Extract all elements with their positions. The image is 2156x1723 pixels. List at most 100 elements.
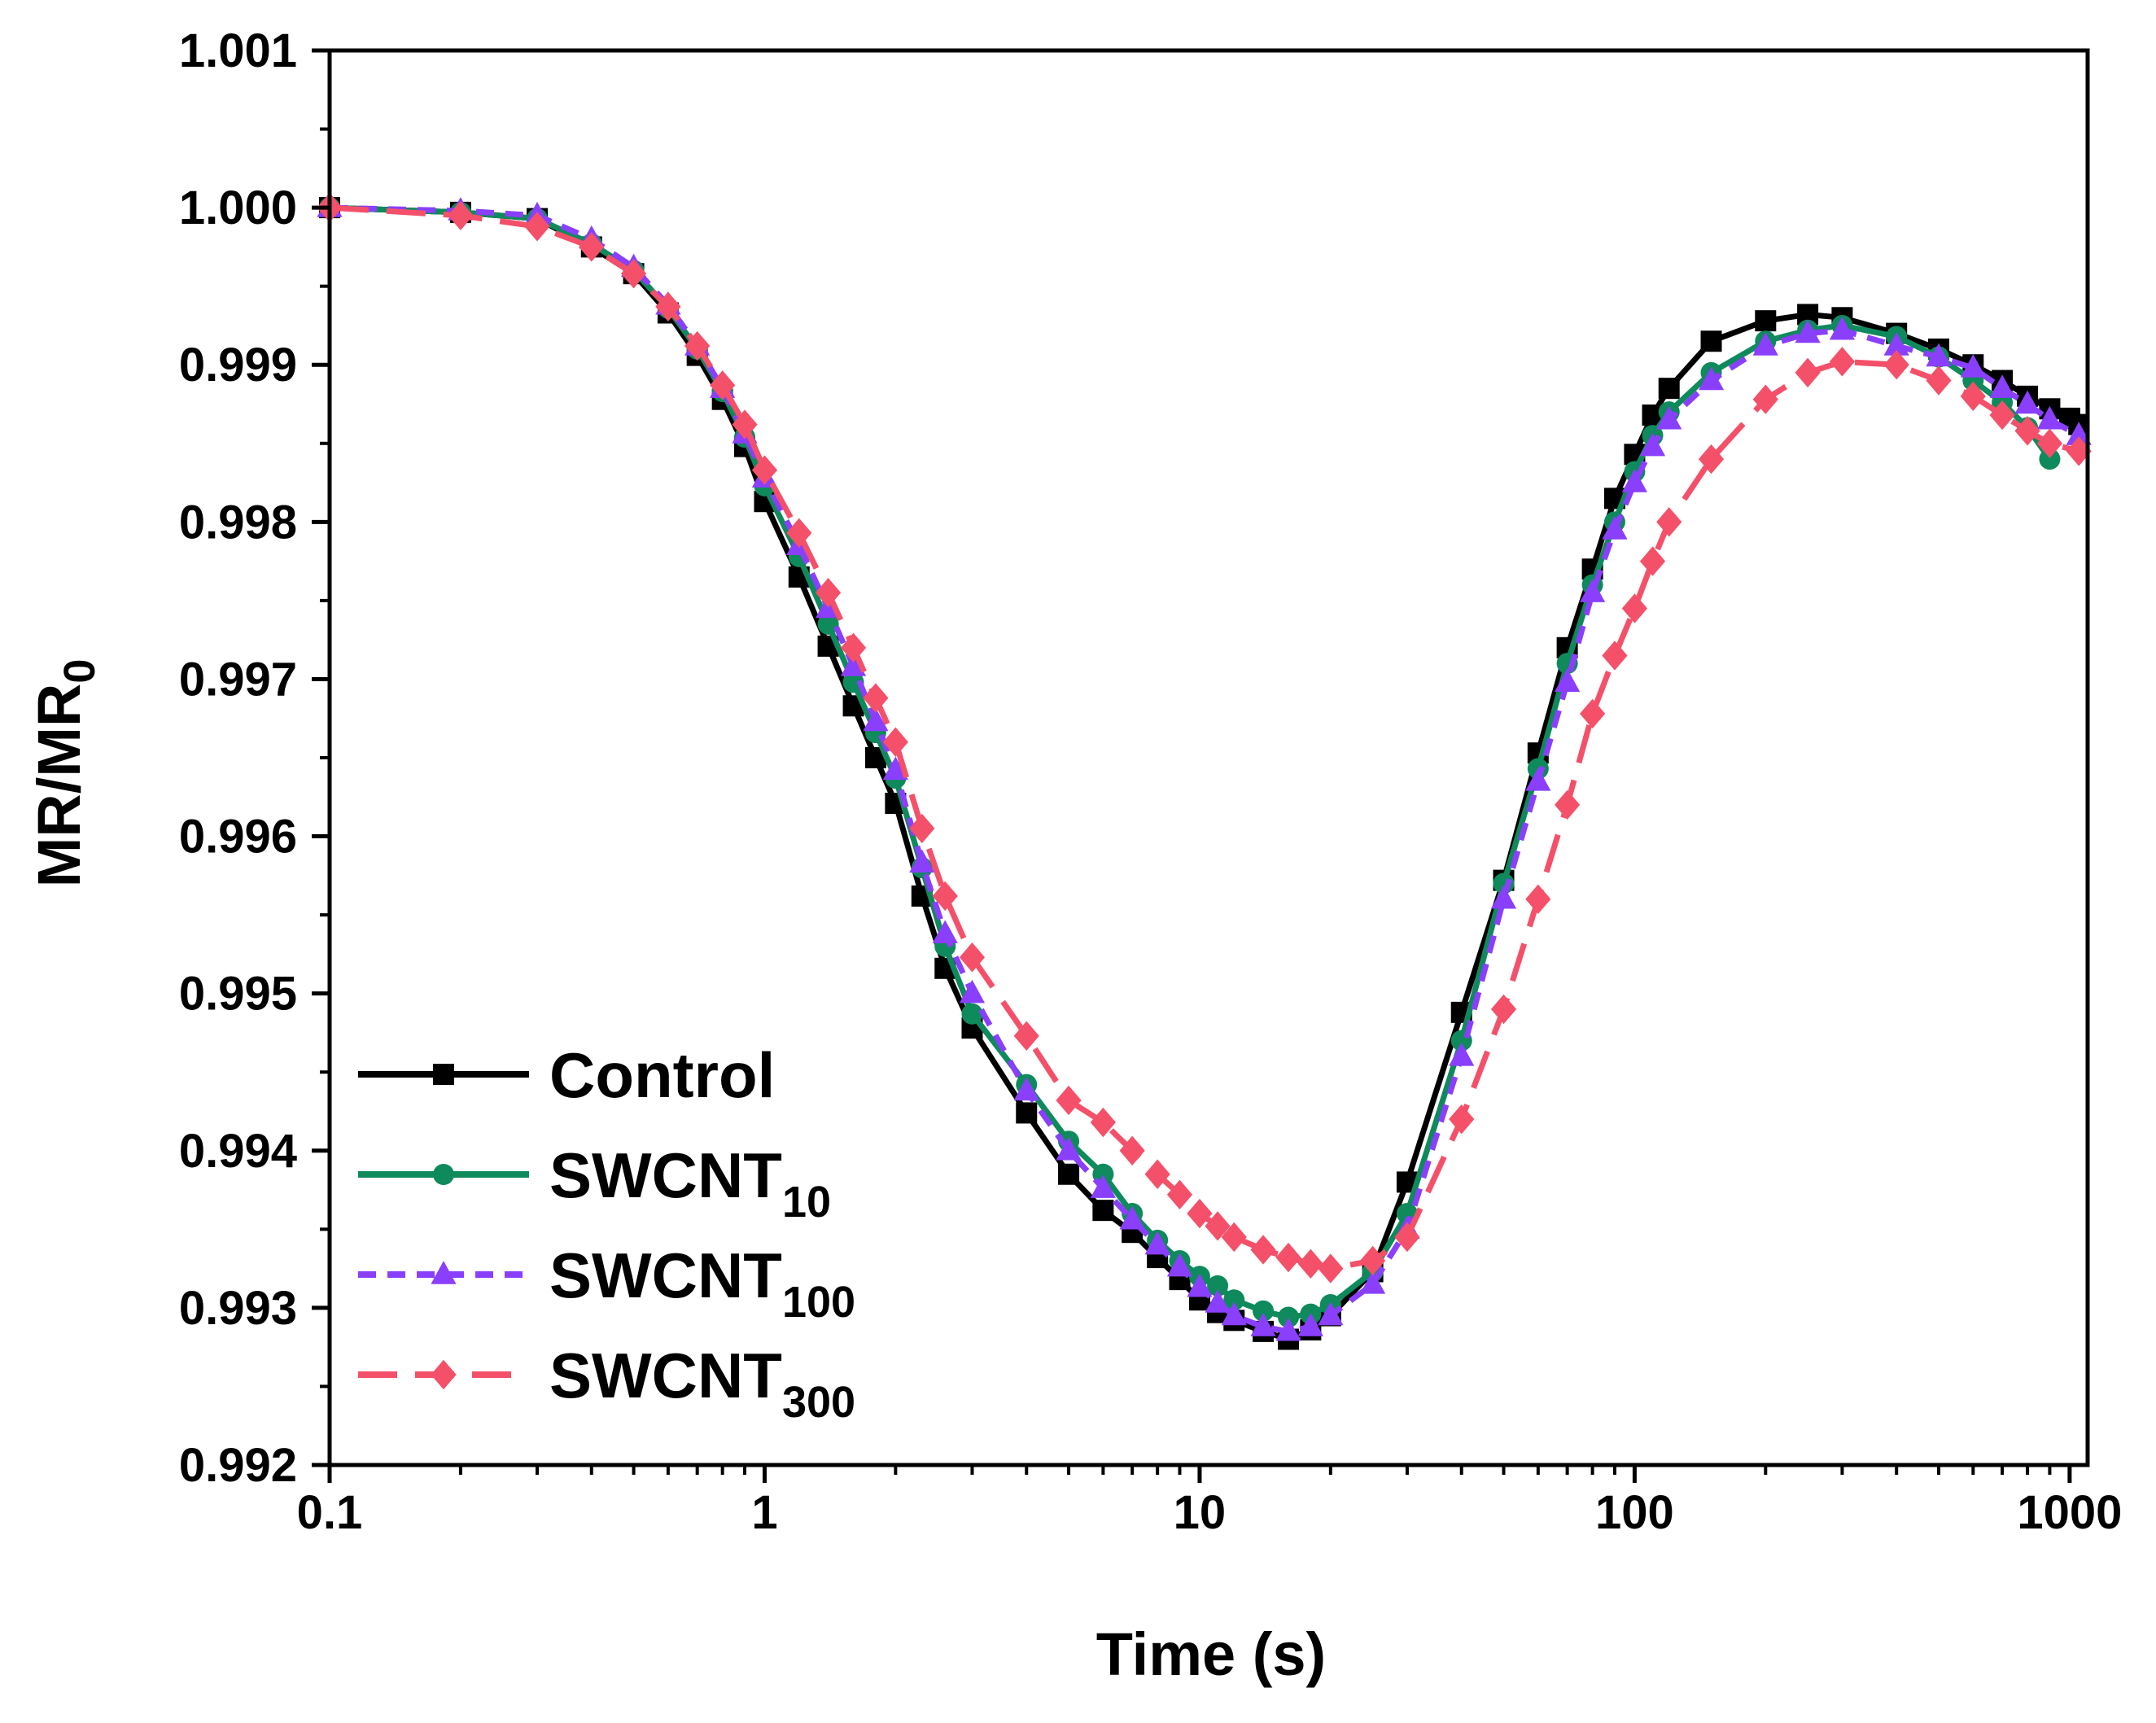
data-point <box>1621 469 1648 492</box>
data-point <box>1449 1043 1475 1066</box>
series-line <box>329 204 2080 1272</box>
y-tick-label: 1.000 <box>179 181 297 234</box>
data-point <box>1525 767 1551 791</box>
data-point <box>1394 1222 1420 1253</box>
data-point <box>1056 1136 1082 1161</box>
data-point <box>1989 400 2015 431</box>
x-tick-label: 100 <box>1595 1486 1674 1539</box>
y-axis-title: MR/MR0 <box>25 659 104 888</box>
data-point <box>1250 1235 1276 1265</box>
data-point <box>579 232 605 262</box>
legend: Control SWCNT10 SWCNT100 SWCNT300 <box>358 1039 855 1427</box>
legend-marker <box>433 1064 454 1085</box>
data-point <box>1318 1301 1344 1326</box>
data-point <box>1187 1273 1213 1297</box>
data-point <box>1621 593 1648 623</box>
data-point <box>1205 1289 1231 1313</box>
data-point <box>1829 316 1856 340</box>
data-point <box>1960 354 1986 378</box>
data-point <box>1698 444 1725 474</box>
legend-label-base: SWCNT <box>549 1240 782 1311</box>
data-point <box>620 259 647 289</box>
legend-item: SWCNT100 <box>358 1240 855 1327</box>
legend-label: SWCNT10 <box>549 1139 831 1227</box>
y-tick-label: 0.995 <box>179 968 297 1021</box>
data-point <box>1926 365 1952 396</box>
data-point <box>1580 698 1606 729</box>
data-point <box>1223 1289 1245 1311</box>
data-point <box>840 632 867 663</box>
data-point <box>1795 357 1821 388</box>
data-point <box>1278 1306 1300 1328</box>
data-point <box>882 756 908 781</box>
data-point <box>1056 1085 1082 1116</box>
y-tick-label: 0.996 <box>179 811 297 864</box>
data-point <box>1253 1300 1275 1322</box>
y-axis-title-main: MR/MR <box>25 684 93 888</box>
y-tick-label: 0.994 <box>179 1125 297 1178</box>
data-point <box>1207 1275 1229 1297</box>
legend-label-sub: 10 <box>782 1178 831 1227</box>
data-point <box>1318 1253 1344 1284</box>
data-point <box>1119 1205 1145 1230</box>
data-point <box>815 578 842 608</box>
data-point <box>1555 668 1581 693</box>
data-point <box>1490 994 1517 1025</box>
data-point <box>1755 310 1777 332</box>
data-point <box>1989 374 2015 398</box>
data-point <box>1752 384 1778 414</box>
y-tick-label: 0.999 <box>179 339 297 391</box>
data-point <box>684 330 711 361</box>
x-axis-title: Time (s) <box>1096 1620 1326 1688</box>
data-point <box>1580 579 1606 602</box>
data-point <box>863 707 889 732</box>
legend-label-sub: 100 <box>782 1278 855 1327</box>
data-point <box>961 1003 983 1025</box>
data-point <box>2014 416 2040 446</box>
data-point <box>882 727 908 757</box>
data-point <box>1883 332 1909 356</box>
data-point <box>751 455 778 485</box>
legend-label: SWCNT100 <box>549 1240 855 1327</box>
data-point <box>786 518 812 549</box>
data-point <box>732 409 758 439</box>
data-point <box>2066 436 2092 466</box>
data-point <box>1639 546 1666 576</box>
x-tick-label: 1 <box>751 1486 777 1539</box>
legend-label-base: Control <box>549 1039 775 1111</box>
data-point <box>1656 405 1682 430</box>
data-point <box>710 370 736 400</box>
data-point <box>1187 1198 1213 1229</box>
data-point <box>1449 1104 1475 1135</box>
data-point <box>959 942 986 973</box>
series-line <box>329 204 2053 1320</box>
y-tick-label: 1.001 <box>179 24 297 77</box>
data-point <box>1960 381 1986 412</box>
legend-label: SWCNT300 <box>549 1340 855 1427</box>
data-point <box>1639 432 1666 457</box>
y-tick-label: 0.997 <box>179 653 297 706</box>
legend-label: Control <box>549 1039 775 1111</box>
data-point <box>1090 1107 1116 1138</box>
data-point <box>1658 378 1680 400</box>
series-layer <box>317 192 2092 1350</box>
data-point <box>1119 1135 1145 1165</box>
data-point <box>1700 330 1722 352</box>
data-point <box>1297 1249 1323 1279</box>
data-point <box>448 200 474 230</box>
data-point <box>1525 884 1551 914</box>
data-point <box>1013 1021 1039 1052</box>
data-point <box>2036 428 2063 458</box>
legend-item: SWCNT10 <box>358 1139 831 1227</box>
data-point <box>655 291 681 321</box>
x-tick-label: 0.1 <box>297 1486 363 1539</box>
data-point <box>1360 1270 1386 1294</box>
tick-label-layer: 0.992 0.993 0.994 0.995 0.996 0.997 0.998 0.999… <box>179 24 2123 1539</box>
data-point <box>1926 343 1952 367</box>
y-tick-label: 0.993 <box>179 1282 297 1335</box>
data-point <box>1360 1245 1386 1276</box>
data-point <box>1602 516 1628 540</box>
data-point <box>1275 1242 1301 1273</box>
data-point <box>1090 1174 1116 1198</box>
